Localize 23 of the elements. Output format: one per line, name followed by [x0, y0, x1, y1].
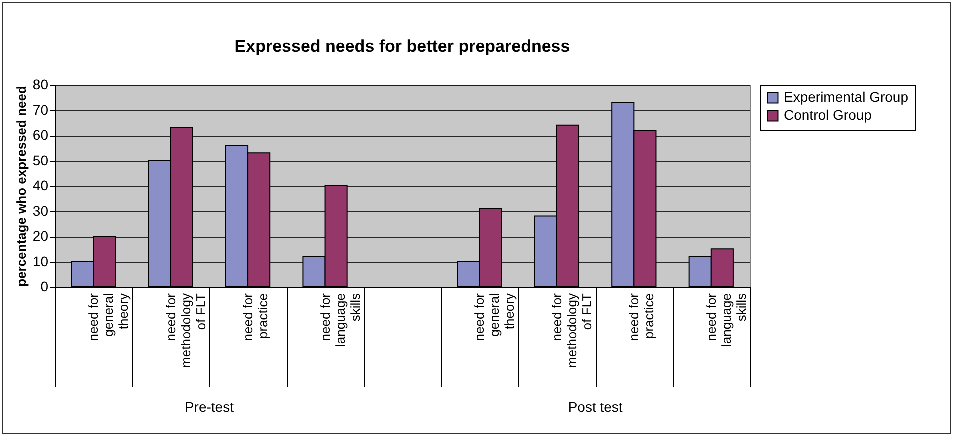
chart-title: Expressed needs for better preparedness: [234, 37, 570, 56]
x-tick-label: need for language skills: [318, 292, 363, 347]
y-tick-label: 0: [40, 278, 49, 294]
x-tick-label: need for practice: [240, 292, 271, 342]
y-axis-title: percentage who expressed need: [14, 86, 29, 287]
legend-label: Experimental Group: [784, 89, 909, 105]
y-tick-label: 40: [32, 178, 49, 194]
text: Post test: [568, 399, 623, 415]
x-tick-label: need for practice: [626, 292, 657, 342]
y-tick-label: 50: [32, 152, 49, 168]
x-tick-label: need for general theory: [86, 292, 132, 342]
x-tick-label: need for methodology of FLT: [549, 292, 594, 368]
text: Pre-test: [184, 399, 234, 415]
y-tick-label: 60: [32, 127, 49, 143]
y-tick-label: 70: [32, 102, 49, 118]
legend-label: Control Group: [784, 107, 872, 123]
y-tick-label: 80: [32, 76, 49, 92]
y-tick-label: 30: [32, 202, 49, 219]
y-tick-label: 10: [32, 253, 49, 270]
x-tick-label: need for methodology of FLT: [163, 292, 208, 368]
y-tick-label: 20: [32, 228, 49, 244]
x-tick-label: need for general theory: [472, 292, 518, 342]
x-tick-label: need for language skills: [704, 292, 749, 347]
